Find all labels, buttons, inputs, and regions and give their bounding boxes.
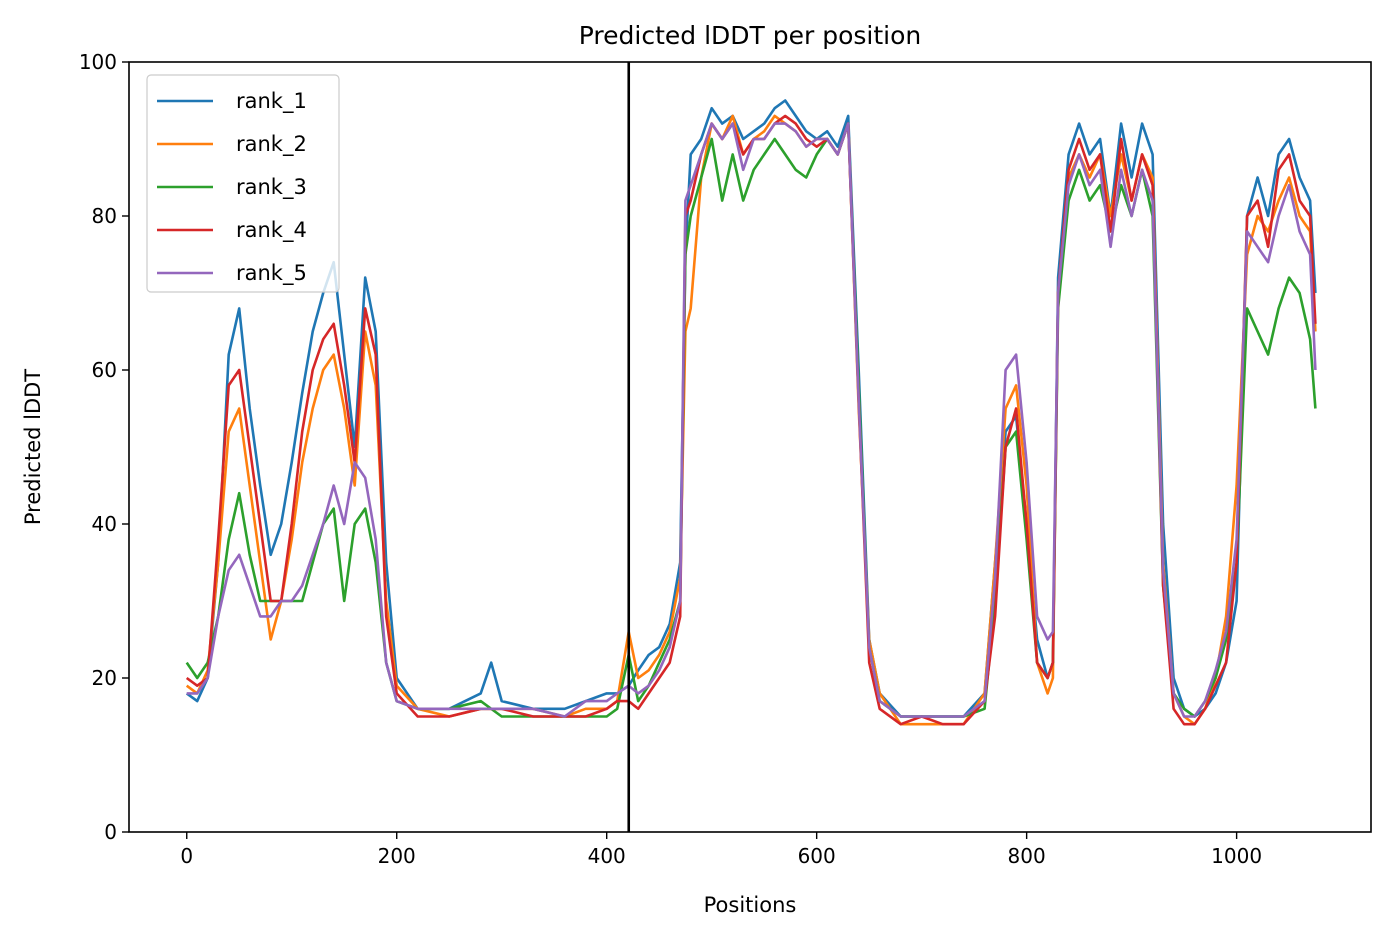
chart-title: Predicted lDDT per position [579,21,921,50]
x-tick-label: 0 [180,844,193,868]
legend-label-rank_4: rank_4 [236,218,307,243]
legend-label-rank_3: rank_3 [236,175,307,200]
y-axis-label: Predicted lDDT [21,369,45,525]
y-tick-label: 40 [92,512,117,536]
x-axis: 0 200 400 600 800 1000 [180,832,1262,868]
x-tick-label: 200 [378,844,416,868]
y-axis: 0 20 40 60 80 100 [79,50,129,844]
y-tick-label: 0 [104,820,117,844]
plot-frame [128,61,1372,833]
legend: rank_1 rank_2 rank_3 rank_4 rank_5 [146,74,340,293]
y-tick-label: 60 [92,358,117,382]
x-axis-label: Positions [704,893,797,917]
x-tick-label: 600 [798,844,836,868]
legend-label-rank_5: rank_5 [236,261,307,286]
y-tick-label: 80 [92,204,117,228]
x-tick-label: 800 [1008,844,1046,868]
x-tick-label: 1000 [1211,844,1262,868]
y-tick-label: 100 [79,50,117,74]
legend-label-rank_2: rank_2 [236,132,307,157]
legend-box [146,74,340,293]
y-tick-label: 20 [92,666,117,690]
x-tick-label: 400 [588,844,626,868]
legend-label-rank_1: rank_1 [236,89,307,114]
series-layer [185,99,1317,726]
series-line-rank_5 [186,122,1317,718]
